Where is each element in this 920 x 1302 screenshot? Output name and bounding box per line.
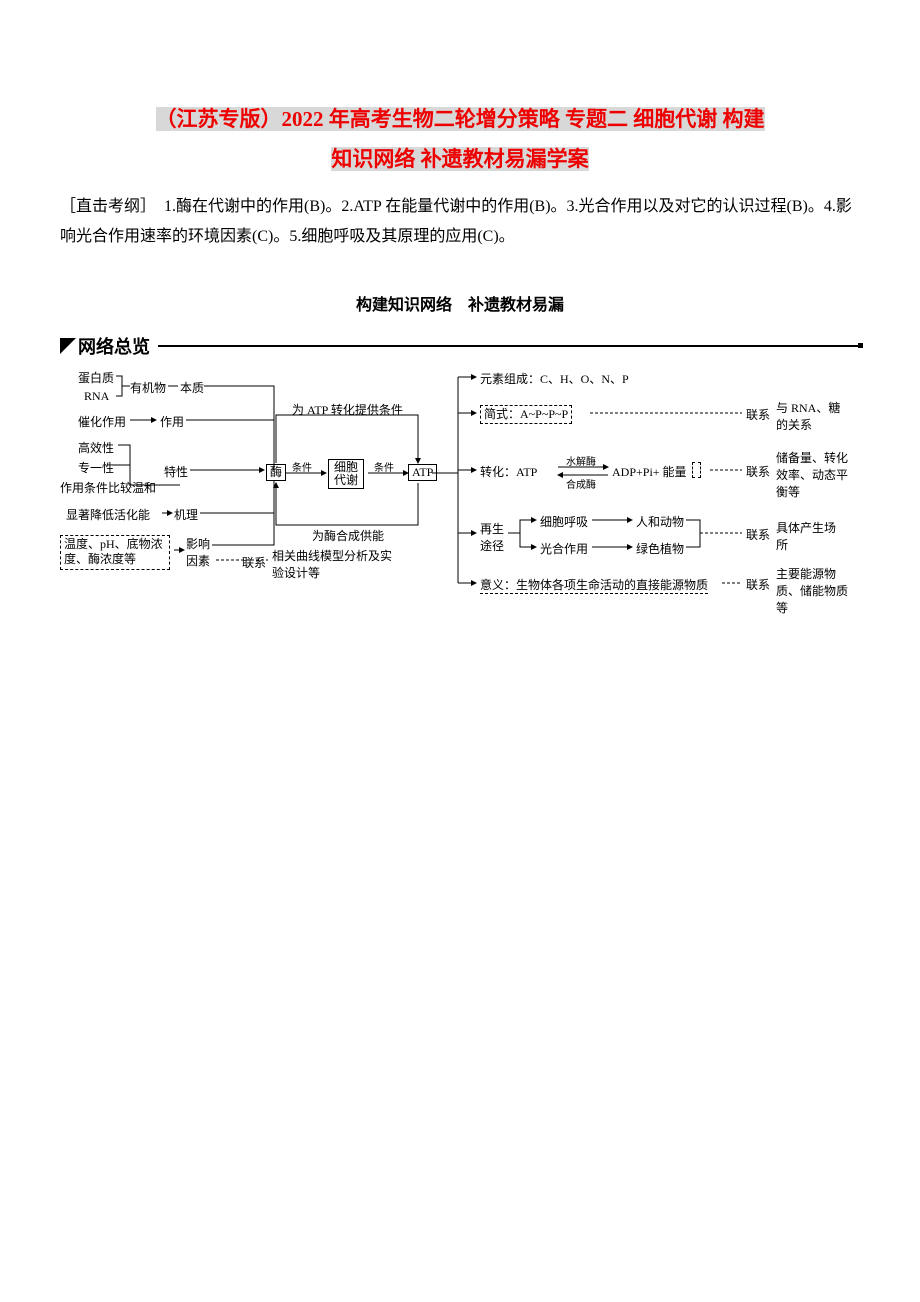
node-cond-r: 条件: [374, 459, 394, 474]
node-link-left: 联系: [242, 554, 266, 571]
node-organic: 有机物: [130, 379, 166, 396]
node-mild: 作用条件比较温和: [60, 479, 156, 496]
node-meaning: 意义：生物体各项生命活动的直接能源物质: [480, 576, 708, 593]
title-text-1: （江苏专版）2022 年高考生物二轮增分策略 专题二 细胞代谢 构建: [156, 107, 765, 131]
node-link1: 联系: [746, 406, 770, 423]
node-respiration: 细胞呼吸: [540, 513, 588, 530]
node-mechanism: 机理: [174, 506, 198, 523]
node-human: 人和动物: [636, 513, 684, 530]
subtitle: 构建知识网络 补遗教材易漏: [60, 291, 860, 315]
meaning-text: 意义：生物体各项生命活动的直接能源物质: [480, 578, 708, 594]
node-function: 作用: [160, 413, 184, 430]
overview-line: [158, 345, 860, 347]
node-synthase: 合成酶: [566, 476, 596, 491]
adp-text: ADP+Pi+ 能量: [612, 465, 687, 479]
node-curves: 相关曲线模型分析及实验设计等: [272, 547, 392, 581]
node-rna: RNA: [84, 389, 109, 404]
node-specificity: 专一性: [78, 459, 114, 476]
node-link4: 联系: [746, 576, 770, 593]
node-activation: 显著降低活化能: [66, 506, 150, 523]
node-photosynth: 光合作用: [540, 540, 588, 557]
node-formula: 简式：A~P~P~P: [480, 405, 572, 425]
node-rna-sugar: 与 RNA、糖的关系: [776, 399, 846, 433]
diagram-lines: [60, 365, 860, 645]
node-site: 具体产生场所: [776, 519, 846, 553]
concept-diagram: 蛋白质 RNA 有机物 本质 催化作用 作用 高效性 专一性 特性 作用条件比较…: [60, 365, 860, 645]
title-line-2: 知识网络 补遗教材易漏学案: [60, 140, 860, 180]
node-link3: 联系: [746, 526, 770, 543]
node-link2: 联系: [746, 463, 770, 480]
node-elements: 元素组成：C、H、O、N、P: [480, 370, 629, 387]
node-essence: 本质: [180, 379, 204, 396]
node-convert: 转化：ATP: [480, 463, 537, 480]
node-enzyme: 酶: [266, 464, 286, 481]
title-text-2: 知识网络 补遗教材易漏学案: [331, 147, 588, 171]
node-metabolism: 细胞代谢: [328, 459, 364, 489]
node-hydrolase: 水解酶: [566, 453, 596, 468]
node-cond-l: 条件: [292, 459, 312, 474]
overview-label: 网络总览: [78, 333, 150, 359]
node-reserve: 储备量、转化效率、动态平衡等: [776, 449, 856, 500]
node-provide-enzyme: 为酶合成供能: [312, 527, 384, 544]
node-traits: 特性: [164, 463, 188, 480]
triangle-icon: [60, 338, 76, 354]
node-provide-atp: 为 ATP 转化提供条件: [292, 401, 403, 418]
node-catalysis: 催化作用: [78, 413, 126, 430]
node-efficiency: 高效性: [78, 439, 114, 456]
overview-dot: [858, 343, 863, 348]
node-factors-box: 温度、pH、底物浓度、酶浓度等: [60, 535, 170, 570]
node-atp: ATP: [408, 464, 437, 481]
node-plant: 绿色植物: [636, 540, 684, 557]
node-main-energy: 主要能源物质、储能物质等: [776, 565, 848, 616]
node-influence: 影响因素: [186, 535, 214, 569]
syllabus-text: ［直击考纲］ 1.酶在代谢中的作用(B)。2.ATP 在能量代谢中的作用(B)。…: [60, 192, 860, 253]
node-protein: 蛋白质: [78, 369, 114, 386]
title-line-1: （江苏专版）2022 年高考生物二轮增分策略 专题二 细胞代谢 构建: [60, 100, 860, 140]
node-regen: 再生途径: [480, 520, 508, 554]
node-adp: ADP+Pi+ 能量: [612, 463, 687, 480]
overview-bar: 网络总览: [60, 333, 860, 359]
